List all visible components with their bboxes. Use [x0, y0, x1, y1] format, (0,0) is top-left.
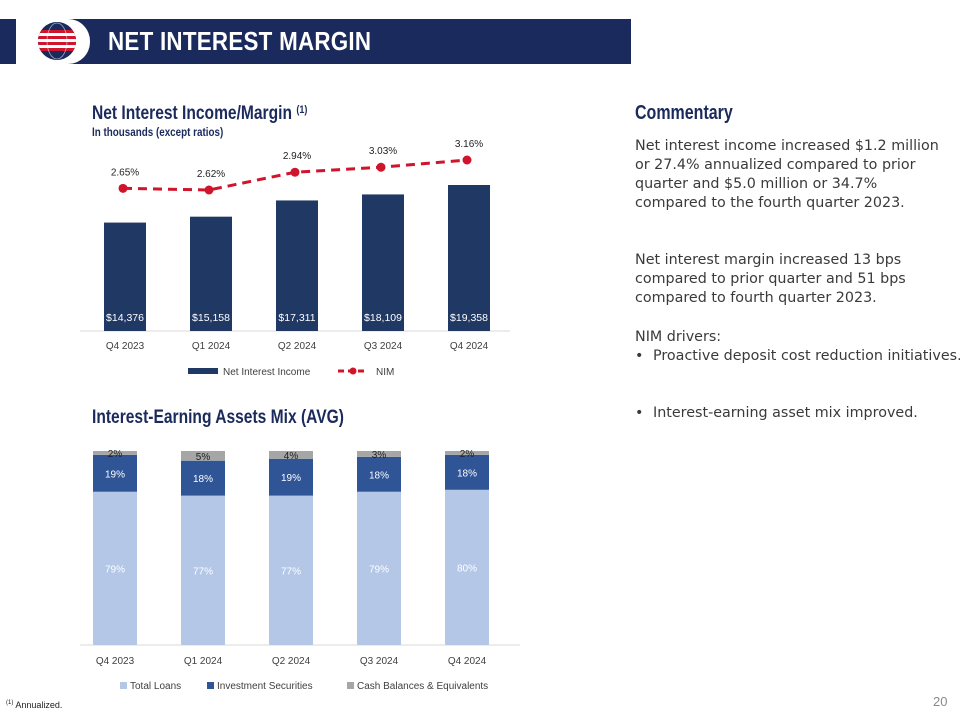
- stack-segment: [93, 451, 137, 455]
- nii-bar: [104, 222, 146, 331]
- legend-swatch: [207, 682, 214, 689]
- stack-segment-label: 79%: [369, 564, 389, 575]
- nii-bar-label: $18,109: [364, 312, 402, 324]
- nim-data-label: 2.65%: [111, 167, 139, 178]
- stack-segment-label: 2%: [108, 449, 123, 460]
- stack-segment-label: 77%: [281, 566, 301, 577]
- x-tick-label: Q2 2024: [272, 656, 311, 667]
- chart1-title-text: Net Interest Income/Margin: [92, 103, 292, 124]
- stack-segment: [181, 460, 225, 496]
- stack-segment-label: 18%: [369, 470, 389, 481]
- x-tick-label: Q2 2024: [278, 341, 317, 352]
- legend-swatch-nii: [188, 368, 218, 374]
- stack-segment-label: 18%: [457, 468, 477, 479]
- legend-label: Investment Securities: [217, 681, 313, 692]
- nii-bar-label: $19,358: [450, 312, 488, 324]
- nim-driver-bullet: Interest-earning asset mix improved.: [635, 404, 960, 423]
- stack-segment: [269, 451, 313, 459]
- footnote-text: Annualized.: [15, 700, 63, 710]
- nii-bar: [190, 216, 232, 331]
- nim-driver-bullet: Proactive deposit cost reduction initiat…: [635, 347, 960, 366]
- x-tick-label: Q3 2024: [364, 341, 403, 352]
- nii-bar: [362, 194, 404, 331]
- footnote-marker: (1): [6, 700, 14, 706]
- nii-bar-label: $17,311: [278, 312, 315, 324]
- legend-label: Cash Balances & Equivalents: [357, 681, 488, 692]
- footnote: (1) Annualized.: [6, 700, 62, 710]
- chart1-title: Net Interest Income/Margin (1): [92, 103, 307, 125]
- chart2-title: Interest-Earning Assets Mix (AVG): [92, 407, 344, 428]
- x-tick-label: Q4 2023: [106, 341, 145, 352]
- x-tick-label: Q4 2023: [96, 656, 135, 667]
- stack-segment: [269, 495, 313, 645]
- stack-segment: [445, 454, 489, 490]
- chart1-title-footnote: (1): [296, 104, 308, 116]
- nim-drivers-title: NIM drivers:: [635, 329, 722, 345]
- stack-segment: [445, 451, 489, 455]
- legend-swatch: [347, 682, 354, 689]
- legend-label-nii: Net Interest Income: [223, 367, 311, 378]
- x-tick-label: Q1 2024: [184, 656, 223, 667]
- x-tick-label: Q4 2024: [450, 341, 489, 352]
- stack-segment: [181, 495, 225, 645]
- nim-point: [118, 183, 128, 193]
- stack-segment-label: 3%: [372, 450, 387, 461]
- stack-segment-label: 79%: [105, 564, 125, 575]
- nim-point: [204, 185, 214, 195]
- nim-data-label: 3.03%: [369, 146, 397, 157]
- stack-segment-label: 18%: [193, 474, 213, 485]
- stack-segment: [445, 489, 489, 645]
- stack-segment: [181, 451, 225, 461]
- page-number: 20: [933, 694, 948, 709]
- stack-segment: [357, 451, 401, 457]
- stack-segment-label: 2%: [460, 449, 475, 460]
- flag-globe-icon: [38, 22, 76, 60]
- stack-segment: [357, 491, 401, 645]
- legend-swatch: [120, 682, 127, 689]
- stack-segment: [93, 491, 137, 645]
- nii-bar-label: $15,158: [192, 312, 230, 324]
- net-interest-income-chart: $14,376 Q4 2023 2.65% $15,158 Q1 2024 2.62% $1…: [80, 139, 510, 378]
- header-bar: [0, 19, 631, 64]
- stack-segment-label: 4%: [284, 451, 299, 462]
- nii-bar: [276, 200, 318, 331]
- legend-marker-nim: [349, 367, 357, 375]
- legend-label: Total Loans: [130, 681, 181, 692]
- nim-data-label: 3.16%: [455, 139, 483, 150]
- nim-point: [376, 162, 386, 172]
- chart1-subtitle: In thousands (except ratios): [92, 125, 224, 139]
- nii-bar-label: $14,376: [106, 312, 144, 324]
- stack-segment-label: 77%: [193, 566, 213, 577]
- stack-segment-label: 19%: [105, 469, 125, 480]
- legend-label-nim: NIM: [376, 367, 394, 378]
- stack-segment-label: 80%: [457, 563, 477, 574]
- nim-point: [462, 155, 472, 165]
- commentary-paragraph-1: Net interest income increased $1.2 milli…: [635, 138, 939, 211]
- x-tick-label: Q1 2024: [192, 341, 231, 352]
- x-tick-label: Q3 2024: [360, 656, 399, 667]
- stack-segment-label: 19%: [281, 473, 301, 484]
- assets-mix-chart: 79% 19% 2% Q4 2023 77% 18% 5% Q1 2024 77% 19% 4% Q2…: [80, 449, 520, 692]
- stack-segment: [93, 454, 137, 492]
- nim-point: [290, 167, 300, 177]
- commentary-paragraph-2: Net interest margin increased 13 bps com…: [635, 252, 906, 306]
- page-title: NET INTEREST MARGIN: [108, 26, 372, 56]
- stack-segment: [269, 458, 313, 496]
- nii-bar: [448, 185, 490, 331]
- x-tick-label: Q4 2024: [448, 656, 487, 667]
- company-logo: [16, 19, 90, 64]
- commentary-title: Commentary: [635, 102, 733, 124]
- nim-data-label: 2.62%: [197, 169, 225, 180]
- stack-segment-label: 5%: [196, 452, 211, 463]
- stack-segment: [357, 456, 401, 492]
- nim-data-label: 2.94%: [283, 151, 311, 162]
